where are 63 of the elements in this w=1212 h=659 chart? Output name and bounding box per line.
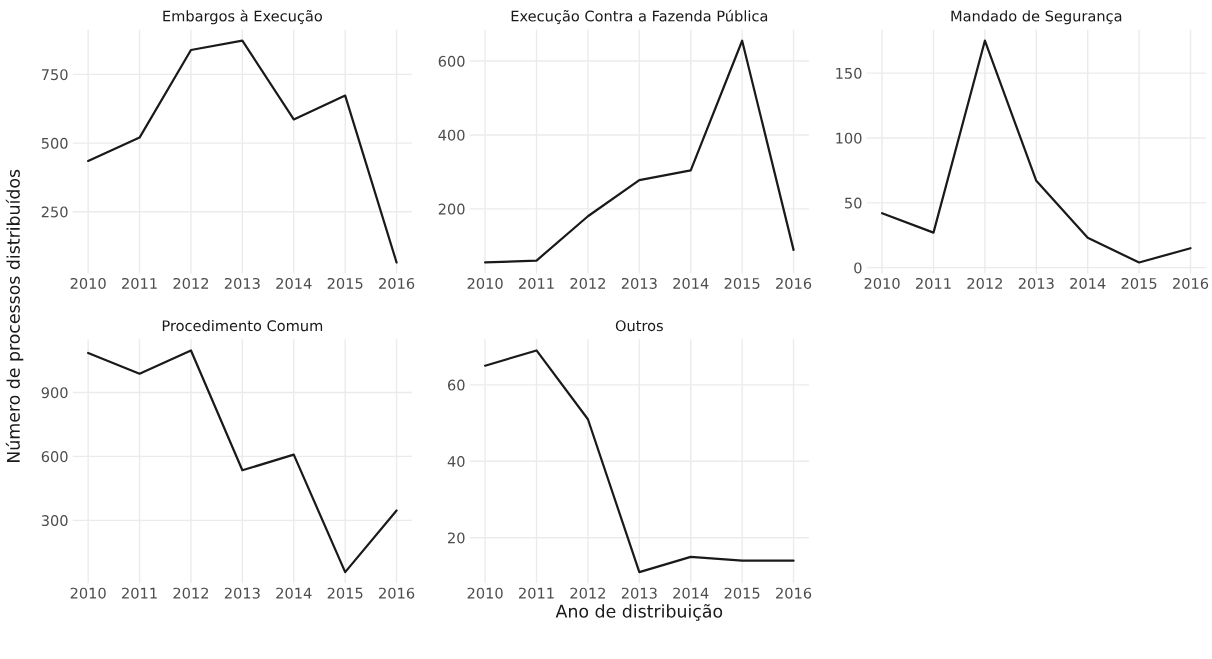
x-tick-label: 2016 [379,277,415,289]
x-tick-label: 2016 [776,587,812,599]
x-tick-label: 2010 [70,277,106,289]
x-tick-label: 2015 [724,587,760,599]
y-axis-title: Número de processos distribuídos [5,169,24,462]
x-tick-label: 2011 [122,587,157,599]
x-tick-label: 2011 [122,277,157,289]
chart-title: Execução Contra a Fazenda Pública [511,9,768,25]
x-tick-label: 2012 [967,277,1002,289]
x-tick-label: 2013 [224,587,260,599]
y-tick-label: 600 [41,451,68,463]
x-tick-label: 2011 [915,277,951,289]
x-tick-label: 2010 [467,277,503,289]
y-tick-label: 600 [438,55,465,67]
y-tick-label: 100 [836,132,862,144]
x-tick-label: 2016 [776,277,812,289]
y-tick-label: 300 [41,515,68,527]
y-tick-label: 0 [854,262,862,274]
line-series [87,39,398,264]
line-series [484,39,795,264]
y-tick-label: 200 [438,203,465,215]
x-axis-title: Ano de distribuição [555,604,723,621]
x-tick-label: 2013 [621,277,657,289]
y-tick-label: 750 [41,69,68,81]
x-tick-label: 2012 [173,587,209,599]
x-tick-label: 2015 [327,587,363,599]
x-tick-label: 2014 [1070,277,1106,289]
chart-title: Outros [615,320,663,332]
y-tick-label: 50 [845,197,862,209]
line-series [880,39,1192,264]
x-tick-label: 2012 [570,587,606,599]
y-tick-label: 400 [438,129,465,141]
y-tick-label: 60 [447,379,465,391]
chart-title: Procedimento Comum [162,319,323,332]
y-tick-label: 150 [836,67,862,79]
x-tick-label: 2011 [519,587,554,599]
x-tick-label: 2012 [570,277,606,289]
line-series [87,349,398,574]
x-tick-label: 2016 [379,587,415,599]
y-tick-label: 500 [41,137,68,149]
y-tick-label: 250 [41,206,68,218]
chart-title: Embargos à Execução [163,9,322,25]
y-tick-label: 900 [41,387,68,399]
x-tick-label: 2014 [276,587,312,599]
chart-title: Mandado de Segurança [951,10,1122,25]
x-tick-label: 2010 [467,587,503,599]
x-tick-label: 2012 [173,277,209,289]
x-tick-label: 2016 [1173,277,1209,289]
x-tick-label: 2010 [70,587,106,599]
x-tick-label: 2013 [621,587,657,599]
x-tick-label: 2015 [327,277,363,289]
y-tick-label: 20 [448,532,465,544]
x-tick-label: 2015 [724,277,760,289]
line-series [484,349,795,574]
x-tick-label: 2015 [1121,277,1157,289]
x-tick-label: 2014 [673,587,709,599]
x-tick-label: 2014 [276,277,312,289]
x-tick-label: 2013 [224,277,260,289]
x-tick-label: 2010 [864,277,900,289]
y-tick-label: 40 [447,456,465,468]
x-tick-label: 2011 [519,277,554,289]
x-tick-label: 2014 [673,277,709,289]
x-tick-label: 2013 [1018,277,1054,289]
